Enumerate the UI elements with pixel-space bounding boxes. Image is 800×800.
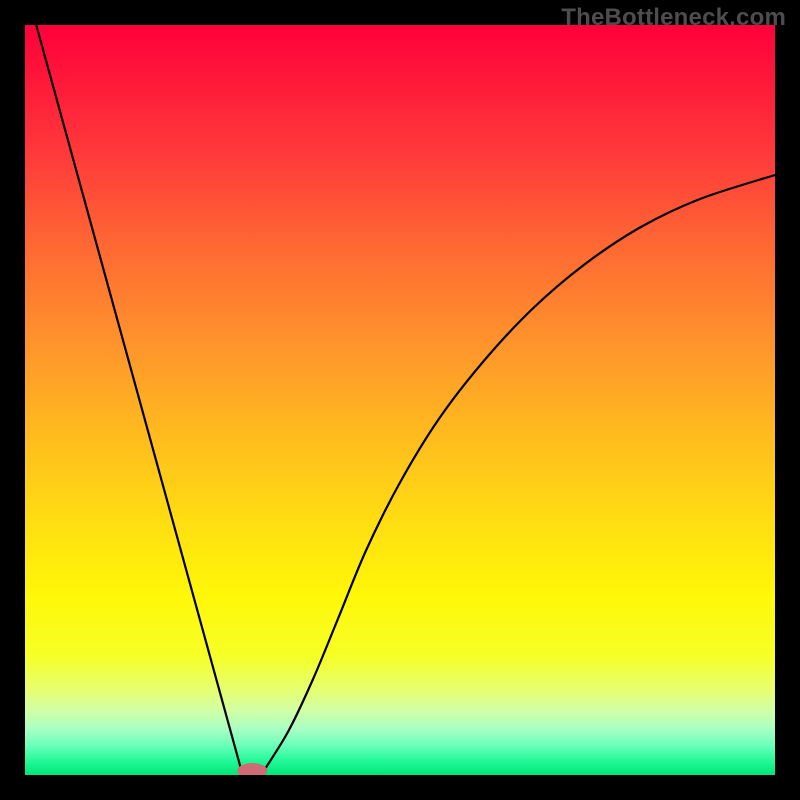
watermark-text: TheBottleneck.com [561,4,786,32]
plot-svg [25,25,775,775]
chart-root: TheBottleneck.com [0,0,800,800]
gradient-background [25,25,775,775]
plot-area [25,25,775,775]
